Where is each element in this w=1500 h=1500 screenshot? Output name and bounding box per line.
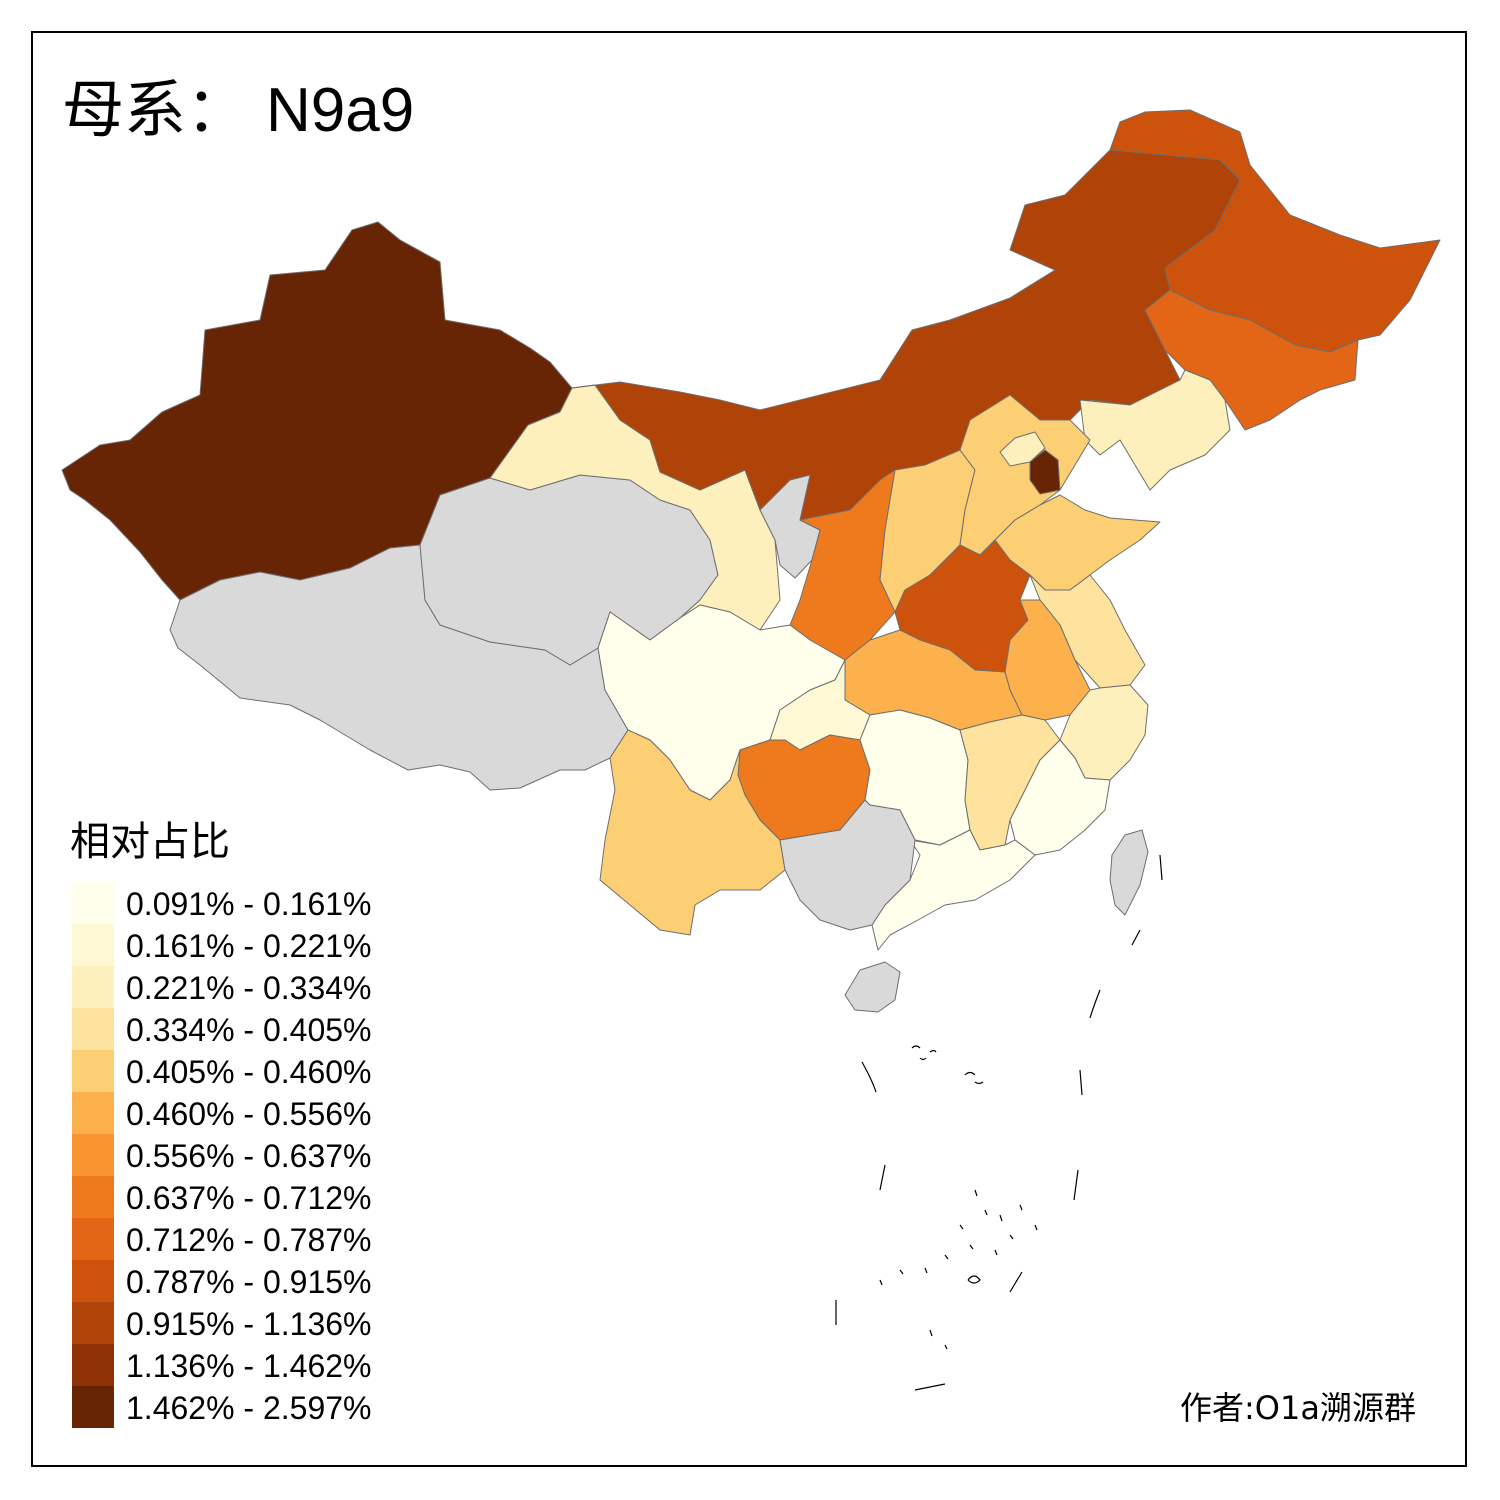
region-fujian (1009, 739, 1111, 856)
legend-swatch (72, 1176, 114, 1218)
legend-row: 0.091% - 0.161% (70, 882, 372, 924)
legend-swatch (72, 924, 114, 966)
legend-row: 0.637% - 0.712% (70, 1176, 372, 1218)
legend-row: 0.556% - 0.637% (70, 1134, 372, 1176)
legend-label: 0.712% - 0.787% (126, 1222, 372, 1258)
legend-swatch (72, 1218, 114, 1260)
region-taiwan (1109, 829, 1149, 916)
legend-swatch (72, 1386, 114, 1428)
legend-label: 1.462% - 2.597% (126, 1390, 372, 1426)
legend-label: 0.556% - 0.637% (126, 1138, 372, 1174)
map-frame (31, 31, 1467, 1467)
legend-label: 0.334% - 0.405% (126, 1012, 372, 1048)
legend-swatch (72, 1050, 114, 1092)
region-guangxi (779, 799, 916, 931)
legend-swatch (72, 1302, 114, 1344)
haplogroup-name: N9a9 (266, 76, 415, 145)
south-sea-islands (835, 854, 1163, 1391)
legend-label: 0.787% - 0.915% (126, 1264, 372, 1300)
legend-row: 0.915% - 1.136% (70, 1302, 372, 1344)
legend: 相对占比 0.091% - 0.161% 0.161% - 0.221% 0.221… (70, 814, 372, 1428)
legend-title: 相对占比 (70, 819, 230, 865)
legend-swatch (72, 966, 114, 1008)
legend-row: 0.405% - 0.460% (70, 1050, 372, 1092)
legend-swatch (72, 1260, 114, 1302)
legend-swatch (72, 1134, 114, 1176)
legend-swatch (72, 1008, 114, 1050)
region-tianjin (1029, 449, 1061, 495)
region-beijing (999, 431, 1046, 467)
legend-row: 0.334% - 0.405% (70, 1008, 372, 1050)
title-prefix: 母系： (62, 73, 249, 146)
legend-label: 0.915% - 1.136% (126, 1306, 372, 1342)
legend-row: 0.221% - 0.334% (70, 966, 372, 1008)
legend-label: 0.091% - 0.161% (126, 886, 372, 922)
region-hainan (844, 961, 901, 1013)
legend-rows: 0.091% - 0.161% 0.161% - 0.221% 0.221% - 0… (70, 882, 372, 1428)
legend-label: 0.460% - 0.556% (126, 1096, 372, 1132)
map-title: 母系： N9a9 (62, 74, 414, 147)
legend-row: 0.787% - 0.915% (70, 1260, 372, 1302)
legend-label: 0.405% - 0.460% (126, 1054, 372, 1090)
legend-swatch (72, 1344, 114, 1386)
legend-label: 0.637% - 0.712% (126, 1180, 372, 1216)
legend-row: 0.460% - 0.556% (70, 1092, 372, 1134)
legend-row: 0.712% - 0.787% (70, 1218, 372, 1260)
region-heilongjiang (1109, 109, 1441, 353)
legend-label: 0.221% - 0.334% (126, 970, 372, 1006)
legend-swatch (72, 882, 114, 924)
author-credit: 作者:O1a溯源群 (1180, 1389, 1416, 1427)
legend-label: 1.136% - 1.462% (126, 1348, 372, 1384)
legend-row: 1.462% - 2.597% (70, 1386, 372, 1428)
region-liaoning (1079, 369, 1231, 491)
legend-row: 1.136% - 1.462% (70, 1344, 372, 1386)
region-hebei (959, 394, 1091, 556)
legend-label: 0.161% - 0.221% (126, 928, 372, 964)
legend-swatch (72, 1092, 114, 1134)
legend-row: 0.161% - 0.221% (70, 924, 372, 966)
